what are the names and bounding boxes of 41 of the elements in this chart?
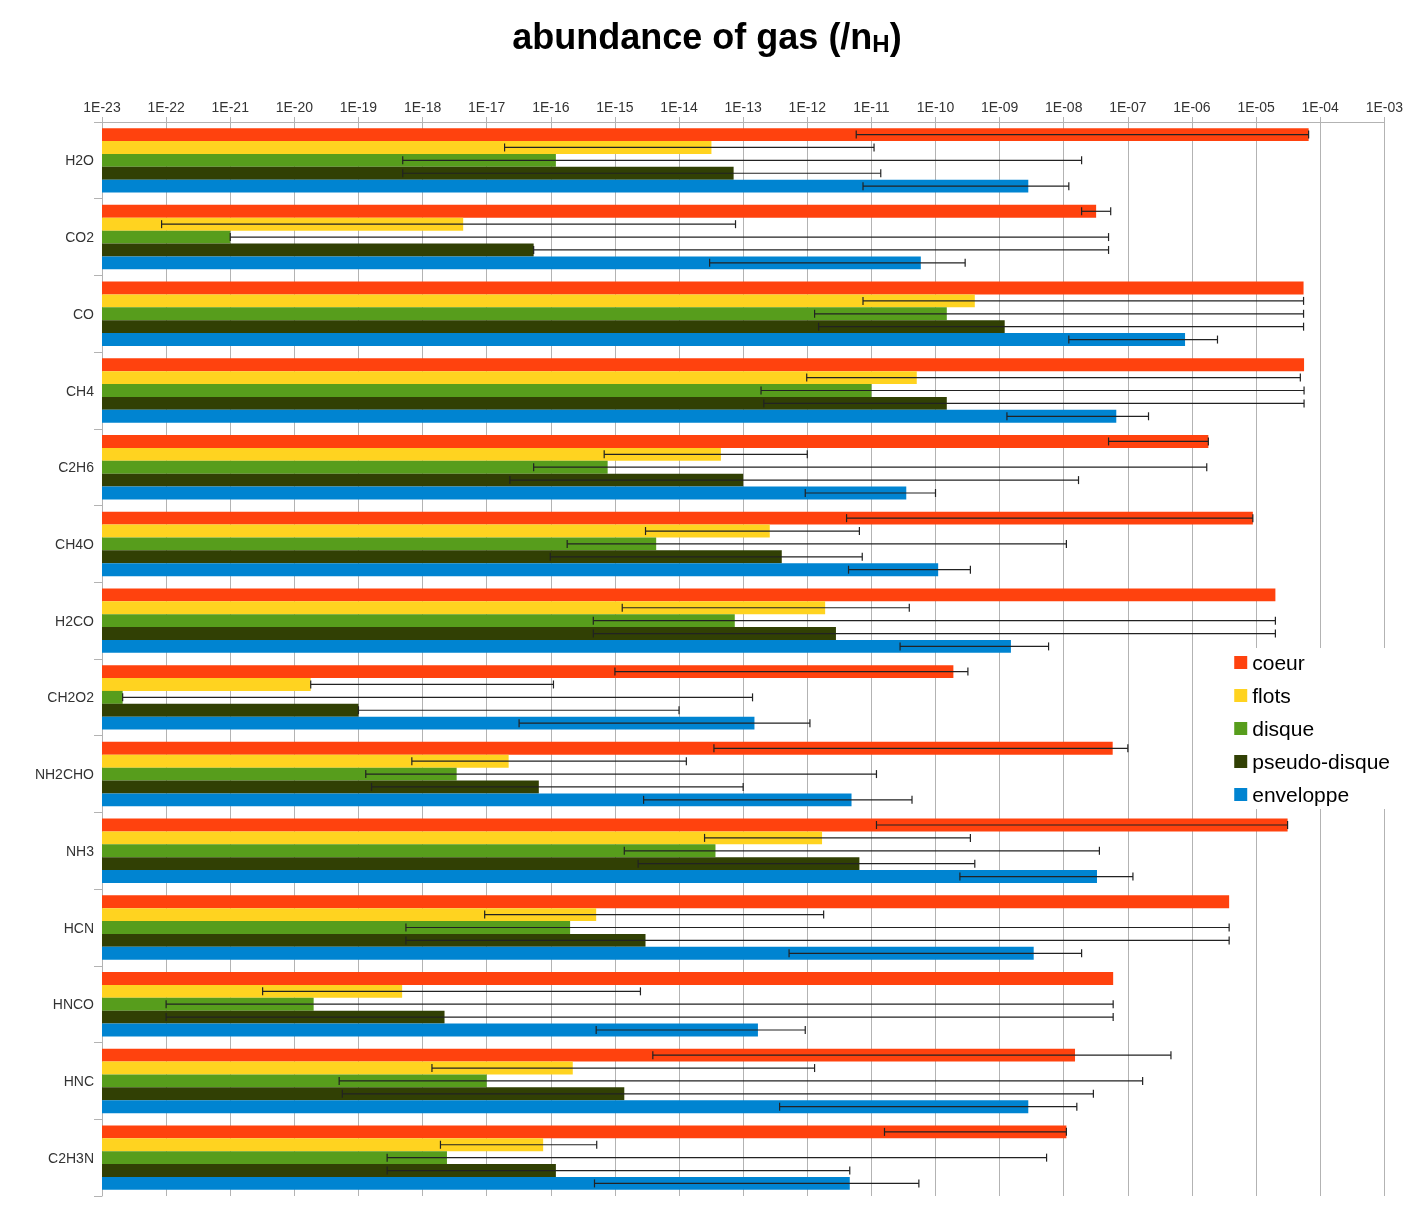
x-tick-label: 1E-12 <box>788 99 827 115</box>
y-tick-label: HNC <box>63 1072 94 1089</box>
legend-label: disque <box>1252 717 1315 740</box>
x-tick-label: 1E-07 <box>1109 99 1147 115</box>
x-tick-label: 1E-23 <box>83 99 121 115</box>
x-tick-label: 1E-14 <box>660 99 698 115</box>
legend-label: pseudo-disque <box>1252 750 1391 773</box>
y-tick-label: HCN <box>63 919 94 936</box>
y-tick-label: NH2CHO <box>34 766 95 783</box>
x-tick-label: 1E-11 <box>853 99 890 115</box>
x-tick-label: 1E-22 <box>147 99 186 115</box>
x-tick-label: 1E-21 <box>211 99 250 115</box>
legend-label: flots <box>1252 684 1291 707</box>
x-tick-label: 1E-17 <box>468 99 506 115</box>
x-tick-label: 1E-18 <box>403 99 442 115</box>
chart-title: abundance of gas (/nH) <box>512 15 902 57</box>
y-tick-label: CH4 <box>65 382 95 399</box>
y-tick-label: C2H3N <box>48 1149 94 1166</box>
y-tick-label: H2CO <box>55 612 95 629</box>
y-tick-label: CO2 <box>65 229 95 246</box>
x-tick-label: 1E-16 <box>532 99 570 115</box>
y-tick-label: CH4O <box>55 535 95 552</box>
y-tick-label: NH3 <box>65 842 95 859</box>
x-tick-label: 1E-15 <box>596 99 634 115</box>
x-tick-label: 1E-19 <box>339 99 378 115</box>
x-tick-label: 1E-20 <box>275 99 314 115</box>
legend-label: enveloppe <box>1252 783 1350 806</box>
x-tick-label: 1E-04 <box>1301 99 1340 115</box>
y-tick-label: CH2O2 <box>47 689 95 706</box>
y-tick-label: H2O <box>65 152 95 169</box>
x-tick-label: 1E-09 <box>980 99 1019 115</box>
x-tick-label: 1E-08 <box>1045 99 1083 115</box>
y-tick-label: C2H6 <box>58 459 95 476</box>
y-tick-label: HNCO <box>52 996 95 1013</box>
legend-label: coeur <box>1252 651 1305 674</box>
y-tick-label: CO <box>73 305 95 322</box>
x-tick-label: 1E-13 <box>724 99 763 115</box>
x-tick-label: 1E-10 <box>916 99 955 115</box>
x-tick-label: 1E-05 <box>1237 99 1275 115</box>
x-tick-label: 1E-03 <box>1365 99 1404 115</box>
x-tick-label: 1E-06 <box>1173 99 1211 115</box>
